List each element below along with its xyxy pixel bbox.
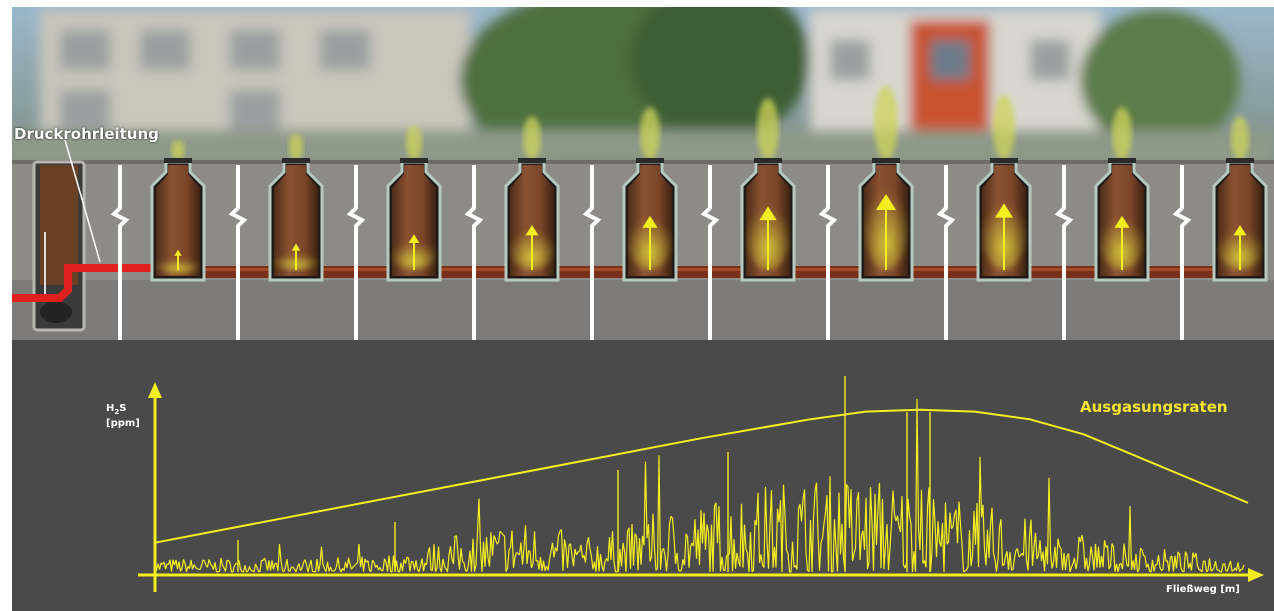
manhole-interior [156,165,200,276]
gas-arrow-head [1114,215,1130,228]
manhole-cover [400,158,428,163]
gas-arrow-head [525,225,539,236]
y-axis-unit: [ppm] [106,418,140,429]
edge-top [0,0,1274,7]
y-axis-label: H2S [ppm] [106,403,152,430]
pressure-pipe [10,264,157,302]
edge-left [0,0,12,611]
manhole-cover [164,158,192,163]
section-break-marker [700,165,720,340]
section-break-marker [1172,165,1192,340]
section-break-marker [1054,165,1074,340]
gas-plume [874,86,898,160]
y-axis-s: S [119,403,127,414]
gas-arrow-head [1233,225,1247,236]
chart-axes [138,382,1264,592]
manhole-interior [274,165,318,276]
manhole-cover [1108,158,1136,163]
manhole-cover [282,158,310,163]
manhole-cover [990,158,1018,163]
section-break-marker [346,165,366,340]
section-break-marker [818,165,838,340]
chart-panel [10,340,1274,611]
gas-plume [523,116,541,160]
pump-icon [40,301,72,323]
section-break-marker [110,165,130,340]
section-break-marker [936,165,956,340]
gas-arrow-head [174,249,182,256]
section-break-marker [582,165,602,340]
gas-arrow-head [291,243,301,251]
gas-plume [288,134,304,160]
pressure-pipe-label: Druckrohrleitung [14,125,159,143]
background-scene [10,0,1274,170]
gas-arrow-head [876,194,896,210]
h2s-measurement-signal [154,376,1245,573]
gas-arrow-head [642,215,658,228]
gas-plume [171,140,185,160]
shaft-row [10,86,1268,340]
y-axis-sub: 2 [114,408,120,416]
y-axis-h: H [106,403,115,414]
section-break-marker [228,165,248,340]
manhole-cover [636,158,664,163]
gas-arrow-head [995,203,1013,218]
outgassing-curve-label: Ausgasungsraten [1080,398,1228,416]
pipe-label-leader [64,139,101,263]
gas-plume [1112,107,1132,160]
gas-plume [992,95,1016,160]
gas-arrow-head [759,206,777,221]
section-break-marker [464,165,484,340]
gas-plume [1231,116,1249,160]
signal-trace [154,398,1245,573]
gas-plume [405,125,423,160]
gas-arrow-head [408,234,420,244]
gas-plume [757,98,779,160]
manhole-cover [518,158,546,163]
manhole-cover [872,158,900,163]
manhole-cover [754,158,782,163]
x-axis-label: Fließweg [m] [1166,584,1240,595]
gas-plume [640,107,660,160]
outgassing-rate-curve [154,408,1249,544]
manhole-cover [1226,158,1254,163]
